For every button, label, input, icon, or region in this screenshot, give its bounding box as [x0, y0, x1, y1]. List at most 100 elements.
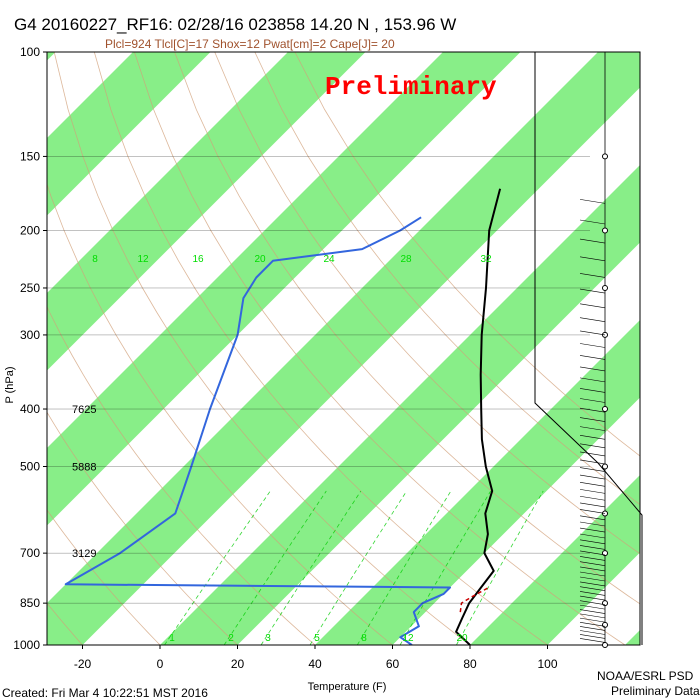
wind-barb-line — [579, 509, 606, 514]
y-tick-label: 150 — [20, 149, 40, 163]
mixing-ratio-label: 20 — [456, 633, 468, 644]
wind-barb-line — [579, 630, 606, 635]
height-label: 5888 — [72, 461, 96, 473]
wind-barb-circle — [602, 621, 608, 628]
wind-barb-line — [579, 199, 606, 204]
wind-barb-line — [579, 556, 606, 561]
wind-barb-circle — [602, 463, 608, 470]
wind-barb-line — [579, 626, 606, 631]
wind-barb-circle — [602, 642, 608, 648]
mixing-ratio-label: 12 — [137, 254, 149, 265]
wind-barb-line — [579, 459, 606, 465]
wind-barb-line — [579, 566, 606, 572]
wind-barb-line — [579, 443, 606, 449]
wind-barb-line — [579, 638, 606, 643]
y-tick-label: 850 — [20, 596, 40, 610]
wind-barb-line — [579, 545, 606, 550]
wind-barb-line — [579, 533, 606, 539]
wind-barb-line — [579, 288, 606, 294]
mixing-ratio-label: 32 — [480, 254, 492, 265]
wind-barb-circle — [602, 550, 608, 557]
wind-barb-line — [579, 581, 606, 587]
credit-line-2: Preliminary Data — [611, 684, 700, 698]
wind-barb-line — [579, 256, 606, 262]
dry-adiabats — [47, 52, 640, 645]
mixing-ratio-labels: 8 12 16 20 24 28 321 2 3 5 8 12 20 — [92, 254, 492, 644]
chart-subtitle: Plcl=924 Tlcl[C]=17 Shox=12 Pwat[cm]=2 C… — [105, 37, 395, 51]
isotherm-band — [47, 52, 56, 61]
mixing-ratio-label: 20 — [254, 254, 266, 265]
wind-barb-line — [579, 435, 606, 440]
plot-area — [47, 52, 640, 645]
wind-barb-line — [579, 502, 606, 508]
isotherm-band — [315, 320, 640, 645]
mixing-ratio-lines — [164, 490, 544, 645]
wind-barb-circle — [602, 284, 608, 291]
y-tick-label: 400 — [20, 402, 40, 416]
isotherm-band — [47, 52, 521, 526]
mixing-ratio-line — [456, 490, 544, 645]
mixing-ratio-label: 8 — [361, 633, 367, 644]
wind-barb-line — [579, 426, 606, 431]
dry-adiabat-line — [174, 52, 640, 605]
dewpoint-profile-line — [64, 216, 451, 645]
wind-barb-line — [579, 407, 606, 413]
x-tick-label: 20 — [231, 657, 245, 671]
wind-barb-line — [579, 330, 606, 336]
wind-barb-line — [579, 474, 606, 480]
wind-barb-line — [579, 622, 606, 627]
wind-barb-line — [579, 600, 606, 605]
preliminary-watermark: Preliminary — [325, 72, 497, 102]
mixing-ratio-label: 3 — [265, 633, 271, 644]
mixing-ratio-label: 24 — [323, 254, 335, 265]
mixing-ratio-line — [260, 490, 362, 645]
y-tick-label: 1000 — [13, 638, 40, 652]
dry-adiabat-line — [294, 52, 640, 457]
wind-barb-line — [579, 417, 606, 422]
dry-adiabat-line — [47, 183, 394, 645]
wind-barb-line — [579, 451, 606, 457]
height-labels: 7625 5888 3129 — [72, 404, 96, 560]
wind-barb-line — [579, 586, 606, 592]
y-axis-label: P (hPa) — [4, 366, 16, 403]
wind-barb-line — [579, 317, 606, 323]
wind-barb-line — [579, 482, 606, 487]
isotherm-band — [160, 165, 640, 645]
mixing-ratio-line — [356, 490, 452, 645]
wind-barb-line — [579, 377, 606, 383]
x-tick-label: 40 — [308, 657, 322, 671]
wind-barb-line — [579, 343, 606, 348]
x-axis-ticks: -20 0 20 40 60 80 100 — [74, 645, 558, 671]
wind-barb-line — [579, 609, 606, 614]
temperature-profile-line — [455, 188, 502, 645]
wind-barb-line — [579, 550, 606, 556]
dry-adiabat-line — [254, 52, 640, 506]
dry-adiabat-line — [47, 509, 161, 645]
wind-barb-line — [579, 489, 606, 494]
y-tick-label: 250 — [20, 281, 40, 295]
dry-adiabat-line — [47, 411, 239, 645]
x-tick-label: 100 — [537, 657, 557, 671]
wind-barb-line — [579, 561, 606, 567]
isotherm-band — [47, 52, 640, 645]
wind-barb-circle — [602, 227, 608, 234]
x-tick-label: 0 — [157, 657, 164, 671]
wind-barb-line — [579, 539, 606, 545]
dry-adiabat-line — [93, 52, 549, 645]
height-label: 7625 — [72, 404, 96, 416]
y-tick-label: 200 — [20, 224, 40, 238]
isotherm-band — [470, 475, 640, 645]
wind-barb-line — [579, 576, 606, 582]
x-tick-label: -20 — [74, 657, 92, 671]
mixing-ratio-label: 28 — [400, 254, 412, 265]
y-tick-label: 300 — [20, 328, 40, 342]
wind-barb-line — [579, 515, 606, 521]
y-tick-label: 700 — [20, 546, 40, 560]
y-tick-label: 100 — [20, 45, 40, 59]
wind-barb-line — [579, 591, 606, 596]
mixing-ratio-line — [399, 490, 492, 645]
wind-barb-line — [579, 613, 606, 619]
wind-barb-line — [579, 238, 606, 244]
mixing-ratio-label: 1 — [169, 633, 175, 644]
dry-adiabat-line — [47, 305, 316, 645]
